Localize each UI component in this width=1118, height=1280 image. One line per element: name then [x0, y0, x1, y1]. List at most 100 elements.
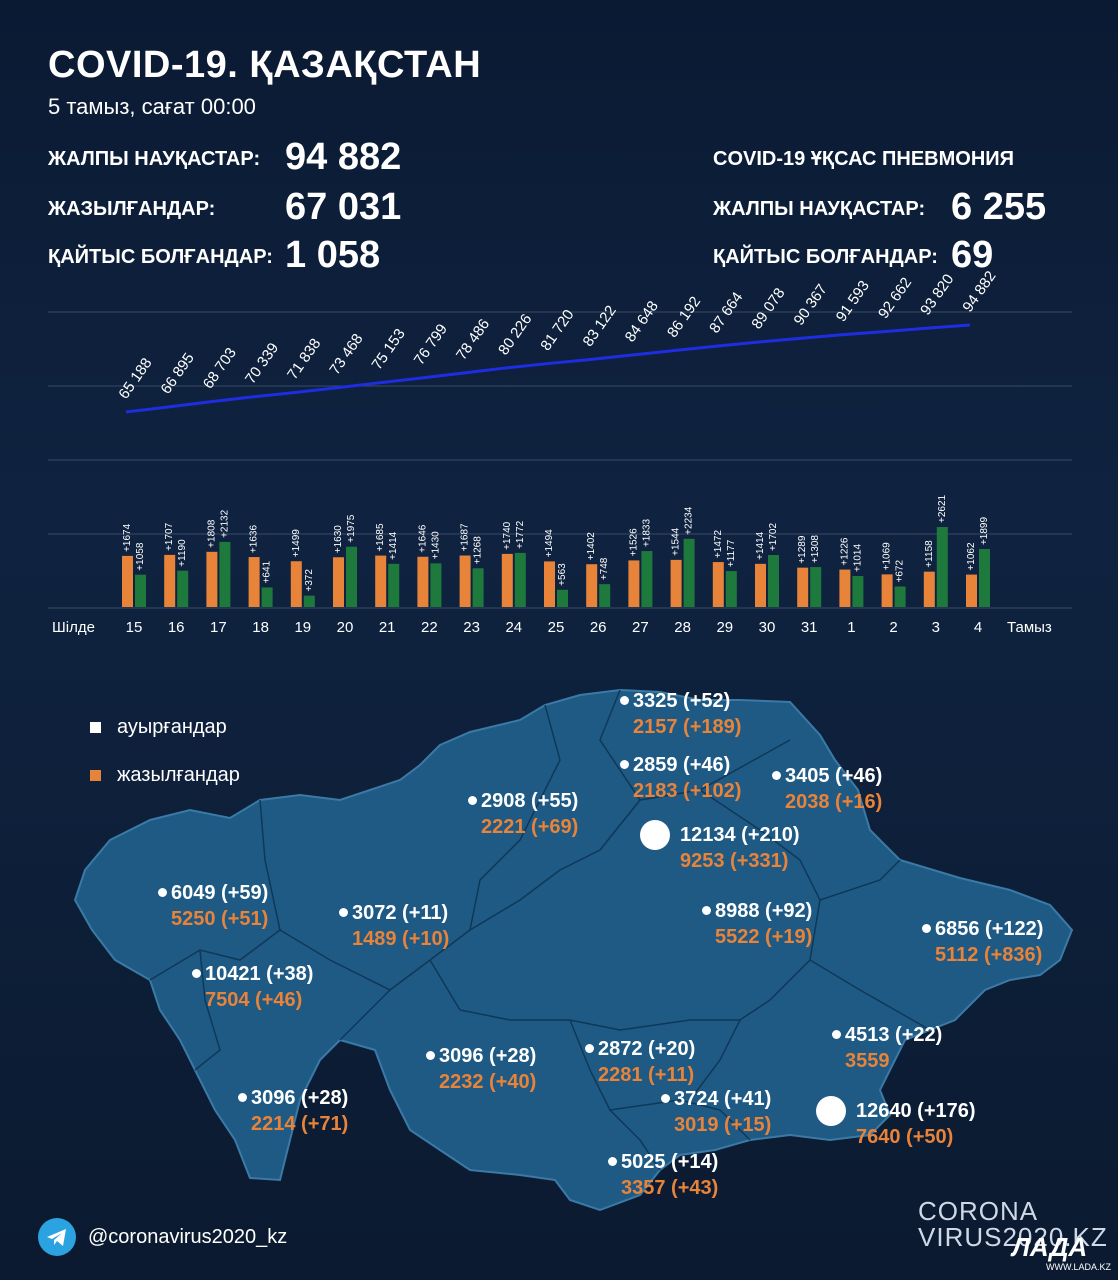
line-data-label: 78 486 — [453, 316, 493, 363]
bar-data-label: +1158 — [924, 540, 935, 568]
region-dot — [661, 1094, 670, 1103]
region-recovered: 2183 (+102) — [633, 780, 742, 802]
brand-line1: CORONA — [918, 1196, 1039, 1226]
legend-sick: ауырғандар — [90, 716, 227, 739]
region-dot — [468, 796, 477, 805]
bar — [979, 549, 990, 607]
x-tick-label: 19 — [294, 619, 311, 636]
line-data-label: 86 192 — [664, 293, 704, 340]
bar-data-label: +1808 — [206, 519, 217, 548]
line-data-label: 90 367 — [791, 281, 831, 328]
bar — [683, 538, 695, 607]
region-label: 6856 (+122) 5112 (+836) — [935, 916, 1043, 968]
region-dot — [192, 969, 201, 978]
region-cases: 3096 (+28) — [439, 1045, 537, 1067]
bar — [712, 562, 724, 607]
bar — [164, 554, 176, 607]
line-data-label: 73 468 — [326, 331, 366, 378]
line-data-label: 92 662 — [875, 274, 915, 321]
x-tick-label: 26 — [590, 619, 607, 636]
region-label: 6049 (+59) 5250 (+51) — [171, 880, 268, 932]
bar-data-label: +2132 — [219, 509, 230, 538]
gridlines — [48, 311, 1072, 609]
line-data-label: 68 703 — [200, 345, 240, 392]
line-data-label: 81 720 — [537, 307, 577, 354]
lada-url: WWW.LADA.KZ — [1046, 1262, 1111, 1272]
bar-data-label: +748 — [599, 557, 610, 580]
bar-data-label: +2234 — [684, 506, 695, 535]
x-tick-label: 21 — [379, 619, 396, 636]
bar-data-label: +1674 — [122, 523, 133, 552]
month-start-label: Шілде — [52, 619, 95, 636]
bar — [966, 574, 977, 607]
x-tick-label: 17 — [210, 619, 227, 636]
bar-data-label: +1472 — [713, 530, 724, 559]
region-recovered: 5522 (+19) — [715, 926, 813, 948]
bar — [599, 584, 611, 607]
region-cases: 3405 (+46) — [785, 765, 883, 787]
line-data-label: 83 122 — [580, 302, 620, 349]
region-cases: 2908 (+55) — [481, 790, 579, 812]
brand-logo: CORONA VIRUS2020.KZ — [918, 1198, 1108, 1250]
pneumonia-deaths-value: 69 — [951, 234, 994, 276]
bar — [586, 564, 598, 607]
bar — [206, 551, 218, 607]
region-cases: 2872 (+20) — [598, 1038, 696, 1060]
region-cases: 3096 (+28) — [251, 1087, 349, 1109]
brand-line2: VIRUS2020.KZ — [918, 1222, 1108, 1252]
pneumonia-cases-value: 6 255 — [951, 186, 1047, 228]
line-data-label: 66 895 — [158, 350, 198, 397]
cumulative-line — [125, 323, 971, 414]
bar-data-label: +1226 — [839, 537, 850, 566]
region-dot — [922, 924, 931, 933]
line-data-label: 91 593 — [833, 278, 873, 325]
region-dot — [620, 760, 629, 769]
region-recovered: 2232 (+40) — [439, 1071, 537, 1093]
x-tick-label: 3 — [932, 619, 940, 636]
line-data-label: 65 188 — [115, 355, 155, 402]
bar-data-label: +1685 — [375, 523, 386, 552]
bar — [797, 567, 809, 607]
region-cases: 12134 (+210) — [680, 824, 800, 846]
legend-recovered-label: жазылғандар — [117, 764, 240, 786]
bar — [670, 559, 682, 607]
region-recovered: 2038 (+16) — [785, 791, 883, 813]
region-borders — [149, 689, 931, 1171]
bar — [839, 569, 851, 607]
bar-data-label: +1190 — [177, 539, 188, 567]
line-data-label: 76 799 — [411, 321, 451, 368]
region-dot — [772, 771, 781, 780]
region-label: 5025 (+14) 3357 (+43) — [621, 1149, 718, 1201]
bar-data-label: +372 — [304, 569, 315, 592]
bar-data-label: +1402 — [586, 532, 597, 561]
region-cases: 3072 (+11) — [352, 902, 449, 924]
bar — [472, 568, 484, 607]
bar-data-label: +641 — [262, 560, 273, 583]
bar — [346, 546, 357, 607]
telegram-icon — [38, 1218, 76, 1256]
line-data-label: 87 664 — [706, 289, 746, 336]
bar-data-label: +1772 — [515, 520, 526, 549]
region-cases: 8988 (+92) — [715, 900, 813, 922]
region-label: 10421 (+38) 7504 (+46) — [205, 961, 313, 1013]
x-tick-label: 1 — [847, 619, 855, 636]
legend-recovered-swatch — [90, 770, 101, 781]
bar — [261, 587, 273, 607]
region-cases: 3325 (+52) — [633, 690, 731, 712]
bar-data-label: +1899 — [979, 517, 990, 546]
bar — [303, 595, 315, 607]
bar — [135, 574, 146, 607]
footer-telegram[interactable]: @coronavirus2020_kz — [38, 1218, 287, 1256]
bar-data-label: +1014 — [852, 544, 863, 573]
bar-data-label: +563 — [557, 563, 568, 586]
region-dot — [608, 1157, 617, 1166]
region-recovered: 2281 (+11) — [598, 1064, 695, 1086]
deaths-label: ҚАЙТЫС БОЛҒАНДАР: — [48, 246, 273, 268]
cumulative-line-chart: 65 188 66 895 68 703 70 339 71 838 73 468 75 1… — [115, 268, 1000, 414]
region-recovered: 5112 (+836) — [935, 944, 1043, 966]
x-tick-label: 29 — [716, 619, 733, 636]
recovered-label: ЖАЗЫЛҒАНДАР: — [48, 198, 216, 220]
line-data-label: 94 882 — [959, 268, 999, 315]
bar — [248, 557, 260, 607]
